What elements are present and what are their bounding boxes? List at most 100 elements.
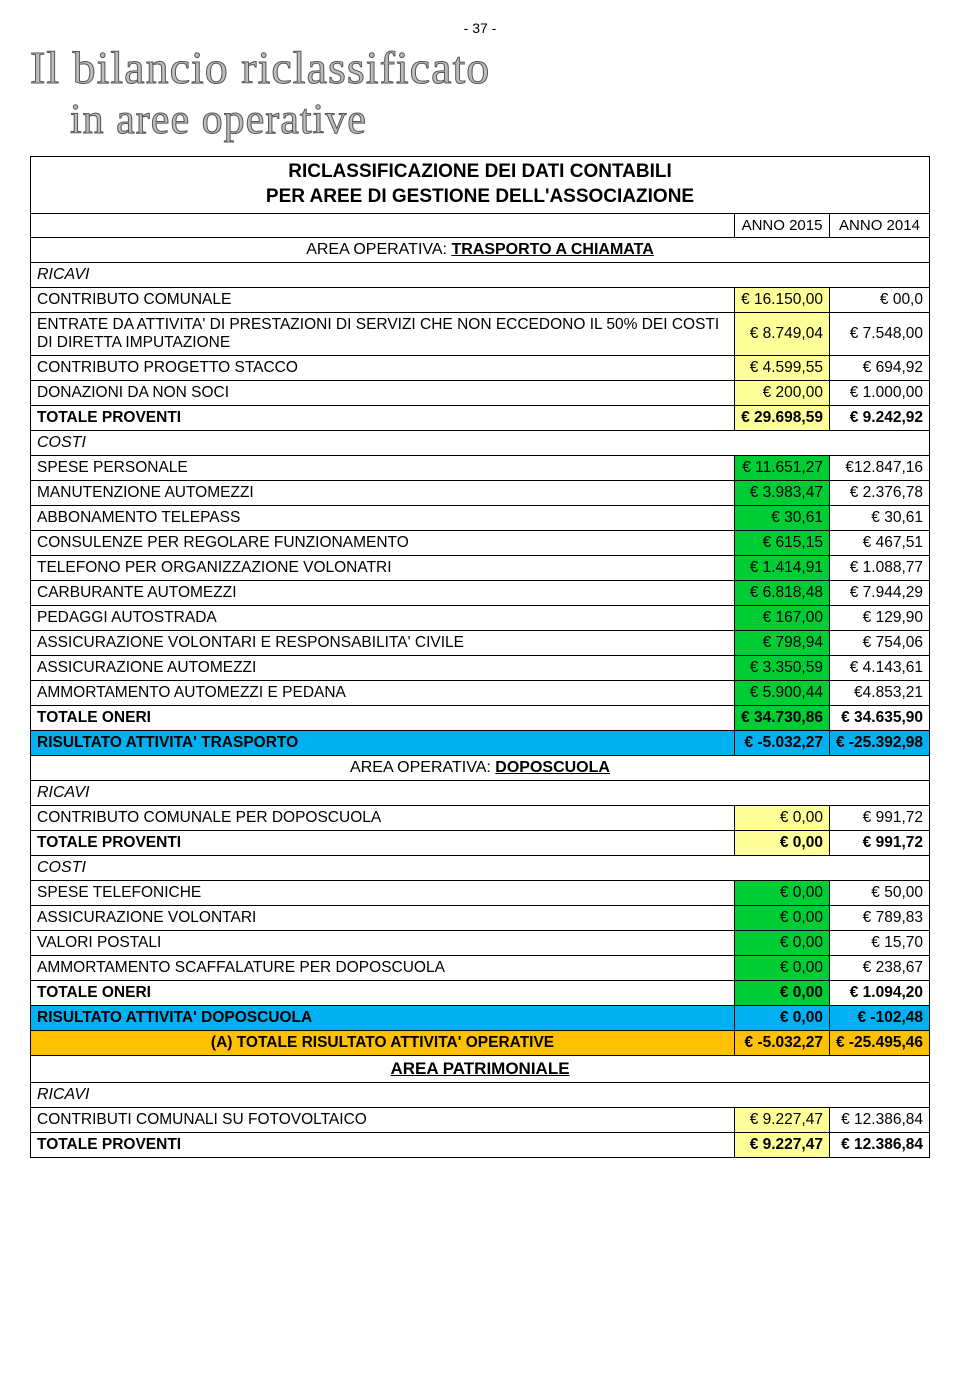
value-2014: € 1.094,20 bbox=[829, 980, 929, 1005]
ricavi-label: RICAVI bbox=[31, 262, 930, 287]
artistic-subtitle: in aree operative bbox=[70, 96, 930, 144]
value-2014: € 1.000,00 bbox=[829, 380, 929, 405]
ricavi-label: RICAVI bbox=[31, 1082, 930, 1107]
row-label: SPESE PERSONALE bbox=[31, 455, 735, 480]
value-2014: € 129,90 bbox=[829, 605, 929, 630]
costi-label: COSTI bbox=[31, 430, 930, 455]
ricavi-label: RICAVI bbox=[31, 780, 930, 805]
value-2014: € 15,70 bbox=[829, 930, 929, 955]
value-2015: € 5.900,44 bbox=[735, 680, 830, 705]
table-title-l2: PER AREE DI GESTIONE DELL'ASSOCIAZIONE bbox=[266, 186, 694, 207]
row-label: CONTRIBUTO COMUNALE PER DOPOSCUOLA bbox=[31, 805, 735, 830]
area1-name: TRASPORTO A CHIAMATA bbox=[451, 241, 653, 258]
area1-header: AREA OPERATIVA: TRASPORTO A CHIAMATA bbox=[31, 237, 930, 262]
value-2014: € 789,83 bbox=[829, 905, 929, 930]
value-2015: € 3.983,47 bbox=[735, 480, 830, 505]
value-2014: € 00,0 bbox=[829, 287, 929, 312]
row-label: CONTRIBUTO PROGETTO STACCO bbox=[31, 355, 735, 380]
value-2015: € 0,00 bbox=[735, 980, 830, 1005]
value-2015: € 0,00 bbox=[735, 905, 830, 930]
row-label: ASSICURAZIONE AUTOMEZZI bbox=[31, 655, 735, 680]
artistic-title: Il bilancio riclassificato bbox=[30, 44, 930, 92]
area2-header: AREA OPERATIVA: DOPOSCUOLA bbox=[31, 755, 930, 780]
area-label: AREA OPERATIVA: bbox=[350, 759, 491, 776]
year-2015: ANNO 2015 bbox=[735, 213, 830, 237]
row-label: TOTALE PROVENTI bbox=[31, 1132, 735, 1157]
value-2014: € 12.386,84 bbox=[829, 1132, 929, 1157]
value-2014: € 467,51 bbox=[829, 530, 929, 555]
risultato-label: (A) TOTALE RISULTATO ATTIVITA' OPERATIVE bbox=[31, 1030, 735, 1055]
row-label: PEDAGGI AUTOSTRADA bbox=[31, 605, 735, 630]
value-2014: € 238,67 bbox=[829, 955, 929, 980]
risultato-v2: € -25.392,98 bbox=[829, 730, 929, 755]
table-title-l1: RICLASSIFICAZIONE DEI DATI CONTABILI bbox=[288, 161, 672, 182]
risultato-label: RISULTATO ATTIVITA' DOPOSCUOLA bbox=[31, 1005, 735, 1030]
value-2014: €12.847,16 bbox=[829, 455, 929, 480]
value-2015: € 9.227,47 bbox=[735, 1132, 830, 1157]
row-label: ABBONAMENTO TELEPASS bbox=[31, 505, 735, 530]
year-2014: ANNO 2014 bbox=[829, 213, 929, 237]
value-2015: € 6.818,48 bbox=[735, 580, 830, 605]
value-2015: € 29.698,59 bbox=[735, 405, 830, 430]
row-label: TOTALE ONERI bbox=[31, 705, 735, 730]
value-2014: € 7.944,29 bbox=[829, 580, 929, 605]
costi-label: COSTI bbox=[31, 855, 930, 880]
value-2014: € 2.376,78 bbox=[829, 480, 929, 505]
value-2015: € 34.730,86 bbox=[735, 705, 830, 730]
row-label: SPESE TELEFONICHE bbox=[31, 880, 735, 905]
value-2014: €4.853,21 bbox=[829, 680, 929, 705]
value-2015: € 615,15 bbox=[735, 530, 830, 555]
value-2014: € 991,72 bbox=[829, 805, 929, 830]
value-2015: € 16.150,00 bbox=[735, 287, 830, 312]
financial-table: RICLASSIFICAZIONE DEI DATI CONTABILI PER… bbox=[30, 156, 930, 1157]
risultato-v1: € -5.032,27 bbox=[735, 1030, 830, 1055]
risultato-label: RISULTATO ATTIVITA' TRASPORTO bbox=[31, 730, 735, 755]
row-label: TOTALE PROVENTI bbox=[31, 405, 735, 430]
area-label: AREA OPERATIVA: bbox=[306, 241, 447, 258]
value-2014: € 694,92 bbox=[829, 355, 929, 380]
value-2015: € 0,00 bbox=[735, 930, 830, 955]
row-label: MANUTENZIONE AUTOMEZZI bbox=[31, 480, 735, 505]
value-2015: € 1.414,91 bbox=[735, 555, 830, 580]
table-title: RICLASSIFICAZIONE DEI DATI CONTABILI PER… bbox=[31, 157, 930, 213]
row-label: TELEFONO PER ORGANIZZAZIONE VOLONATRI bbox=[31, 555, 735, 580]
risultato-v1: € 0,00 bbox=[735, 1005, 830, 1030]
row-label: ENTRATE DA ATTIVITA' DI PRESTAZIONI DI S… bbox=[31, 312, 735, 355]
value-2015: € 167,00 bbox=[735, 605, 830, 630]
value-2014: € 12.386,84 bbox=[829, 1107, 929, 1132]
row-label: AMMORTAMENTO AUTOMEZZI E PEDANA bbox=[31, 680, 735, 705]
blank-cell bbox=[31, 213, 735, 237]
value-2015: € 0,00 bbox=[735, 955, 830, 980]
row-label: CARBURANTE AUTOMEZZI bbox=[31, 580, 735, 605]
area2-name: DOPOSCUOLA bbox=[495, 759, 610, 776]
value-2015: € 3.350,59 bbox=[735, 655, 830, 680]
row-label: ASSICURAZIONE VOLONTARI bbox=[31, 905, 735, 930]
value-2015: € 8.749,04 bbox=[735, 312, 830, 355]
area-patrimoniale: AREA PATRIMONIALE bbox=[31, 1055, 930, 1082]
risultato-v1: € -5.032,27 bbox=[735, 730, 830, 755]
value-2014: € 1.088,77 bbox=[829, 555, 929, 580]
value-2014: € 9.242,92 bbox=[829, 405, 929, 430]
value-2015: € 0,00 bbox=[735, 880, 830, 905]
value-2015: € 200,00 bbox=[735, 380, 830, 405]
value-2015: € 0,00 bbox=[735, 805, 830, 830]
row-label: CONTRIBUTI COMUNALI SU FOTOVOLTAICO bbox=[31, 1107, 735, 1132]
row-label: AMMORTAMENTO SCAFFALATURE PER DOPOSCUOLA bbox=[31, 955, 735, 980]
value-2014: € 991,72 bbox=[829, 830, 929, 855]
risultato-v2: € -25.495,46 bbox=[829, 1030, 929, 1055]
value-2014: € 34.635,90 bbox=[829, 705, 929, 730]
value-2015: € 798,94 bbox=[735, 630, 830, 655]
row-label: CONTRIBUTO COMUNALE bbox=[31, 287, 735, 312]
row-label: TOTALE PROVENTI bbox=[31, 830, 735, 855]
row-label: DONAZIONI DA NON SOCI bbox=[31, 380, 735, 405]
value-2014: € 30,61 bbox=[829, 505, 929, 530]
value-2015: € 4.599,55 bbox=[735, 355, 830, 380]
row-label: TOTALE ONERI bbox=[31, 980, 735, 1005]
risultato-v2: € -102,48 bbox=[829, 1005, 929, 1030]
row-label: CONSULENZE PER REGOLARE FUNZIONAMENTO bbox=[31, 530, 735, 555]
row-label: ASSICURAZIONE VOLONTARI E RESPONSABILITA… bbox=[31, 630, 735, 655]
value-2015: € 30,61 bbox=[735, 505, 830, 530]
value-2014: € 7.548,00 bbox=[829, 312, 929, 355]
value-2015: € 11.651,27 bbox=[735, 455, 830, 480]
value-2014: € 754,06 bbox=[829, 630, 929, 655]
